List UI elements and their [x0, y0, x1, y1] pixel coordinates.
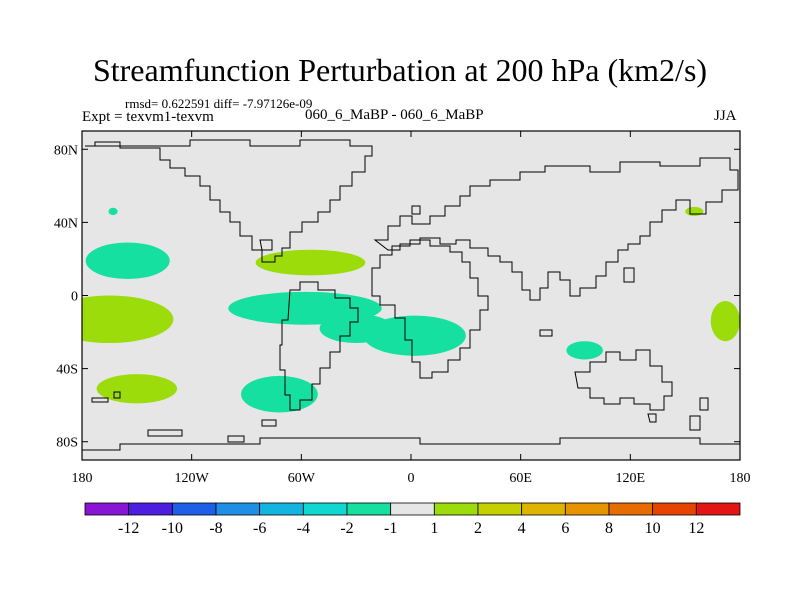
coastline-outline — [85, 139, 373, 263]
anomaly-patch — [85, 242, 170, 280]
coastline-outline — [147, 429, 183, 437]
colorbar-label: -12 — [118, 520, 139, 537]
y-tick-label: 80S — [56, 436, 78, 451]
colorbar-label: -10 — [162, 520, 183, 537]
anomaly-layer — [82, 206, 740, 413]
colorbar-label: 12 — [688, 520, 704, 537]
colorbar-box — [433, 502, 479, 516]
coastline-outline — [261, 419, 277, 427]
anomaly-patch — [96, 374, 178, 404]
colorbar-box — [84, 502, 130, 516]
coastline-outline — [227, 435, 245, 443]
colorbar-label: -1 — [384, 520, 397, 537]
colorbar-label: -6 — [253, 520, 266, 537]
y-tick-label: 40N — [54, 216, 78, 231]
y-tick-label: 80N — [54, 143, 78, 158]
coastline-outline — [259, 239, 273, 251]
x-tick-label: 0 — [408, 471, 415, 486]
anomaly-patch — [319, 313, 393, 344]
season-label: JJA — [714, 108, 737, 124]
x-tick-label: 60E — [509, 471, 532, 486]
coastline-outline — [411, 205, 421, 215]
colorbar-box — [302, 502, 348, 516]
colorbar-label: 2 — [474, 520, 482, 537]
colorbar-label: -2 — [340, 520, 353, 537]
anomaly-patch — [710, 300, 740, 342]
colorbar-box — [346, 502, 392, 516]
x-tick-label: 180 — [72, 471, 93, 486]
anomaly-patch — [255, 249, 366, 276]
coastline-outline — [373, 157, 739, 301]
coastline-outline — [279, 281, 359, 411]
coastline-outline — [82, 437, 740, 451]
colorbar-box — [695, 502, 741, 516]
coastline-outline — [113, 391, 121, 399]
case-label: 060_6_MaBP - 060_6_MaBP — [305, 107, 484, 123]
stats-text: rmsd= 0.622591 diff= -7.97126e-09 — [125, 96, 313, 111]
colorbar: -12 -10 -8 -6 -4 -2 -1 1 2 4 6 8 10 12 — [84, 502, 741, 537]
coastline-outline — [539, 329, 553, 337]
colorbar-box — [652, 502, 697, 516]
colorbar-label: 8 — [605, 520, 613, 537]
colorbar-label: 6 — [561, 520, 569, 537]
x-tick-label: 120E — [616, 471, 646, 486]
chart-title: Streamfunction Perturbation at 200 hPa (… — [92, 52, 708, 88]
colorbar-box — [128, 502, 173, 516]
x-tick-label: 60W — [288, 471, 316, 486]
colorbar-box — [564, 502, 610, 516]
coastline-outline — [647, 413, 657, 423]
x-tick-label: 180 — [730, 471, 751, 486]
coastline-outline — [371, 239, 489, 379]
y-tick-label: 40S — [56, 363, 78, 378]
colorbar-label: -4 — [297, 520, 310, 537]
map-background — [82, 131, 740, 460]
coastline-outline — [623, 267, 635, 283]
colorbar-label: 1 — [430, 520, 438, 537]
colorbar-box — [215, 502, 261, 516]
anomaly-patch — [566, 341, 603, 360]
colorbar-label: 10 — [645, 520, 661, 537]
colorbar-box — [259, 502, 304, 516]
colorbar-box — [390, 502, 435, 516]
y-tick-label: 0 — [71, 290, 78, 305]
colorbar-box — [477, 502, 523, 516]
anomaly-patch — [685, 206, 704, 216]
anomaly-patch — [108, 207, 118, 216]
anomaly-patch — [241, 375, 318, 413]
colorbar-box — [608, 502, 654, 516]
coastline-outline — [574, 349, 673, 411]
coastline-outline — [91, 397, 109, 403]
coastline-layer — [82, 139, 740, 451]
axis-ticks: 80N 40N 0 40S 80S 180 120W 60W 0 60E 120E 180 — [54, 131, 751, 486]
coastline-outline — [689, 415, 701, 431]
experiment-label: Expt = texvm1-texvm — [82, 109, 214, 125]
colorbar-box — [171, 502, 217, 516]
colorbar-label: -8 — [209, 520, 222, 537]
coastline-outline — [699, 397, 709, 411]
anomaly-patch — [82, 295, 174, 344]
colorbar-label: 4 — [518, 520, 526, 537]
colorbar-box — [521, 502, 566, 516]
x-tick-label: 120W — [175, 471, 210, 486]
